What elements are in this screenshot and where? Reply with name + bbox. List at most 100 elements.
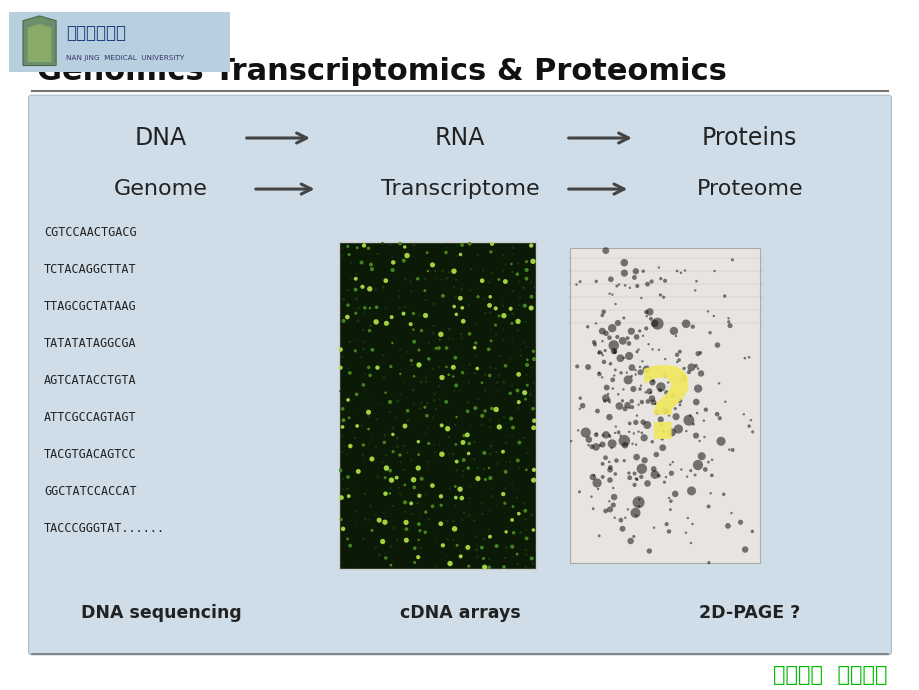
Point: [610, 317, 625, 328]
Point: [399, 250, 414, 261]
Point: [454, 266, 469, 277]
Point: [470, 508, 484, 519]
Point: [441, 436, 456, 447]
Point: [414, 302, 428, 313]
Point: [334, 250, 348, 262]
Point: [407, 543, 422, 554]
Point: [354, 509, 369, 520]
Point: [503, 276, 517, 287]
Point: [518, 533, 533, 544]
Point: [356, 248, 370, 259]
Point: [569, 279, 584, 290]
Point: [397, 506, 412, 517]
Point: [460, 448, 475, 459]
Point: [743, 415, 757, 426]
Point: [629, 331, 643, 342]
Point: [597, 506, 612, 517]
Point: [412, 333, 426, 344]
Point: [478, 344, 493, 355]
Point: [603, 274, 618, 285]
Point: [503, 303, 517, 314]
Point: [624, 402, 639, 413]
Point: [502, 394, 516, 405]
Point: [357, 389, 372, 400]
Text: Proteome: Proteome: [696, 179, 802, 199]
Point: [442, 558, 457, 569]
Point: [526, 346, 540, 357]
Point: [403, 498, 418, 509]
Point: [470, 363, 484, 374]
Point: [378, 312, 392, 323]
Point: [584, 471, 599, 482]
Point: [378, 377, 392, 388]
Point: [419, 259, 434, 270]
Point: [482, 386, 497, 397]
Point: [741, 421, 755, 432]
Point: [495, 489, 510, 500]
Point: [685, 321, 699, 332]
Point: [427, 350, 442, 361]
Point: [354, 498, 369, 509]
Point: [630, 426, 645, 437]
Point: [525, 403, 539, 414]
Point: [385, 429, 400, 440]
Point: [518, 464, 533, 475]
Point: [392, 514, 407, 525]
Point: [467, 243, 482, 254]
Point: [469, 309, 483, 320]
Point: [495, 420, 510, 431]
Point: [371, 378, 386, 389]
Point: [341, 491, 356, 502]
Point: [460, 406, 474, 417]
Point: [439, 352, 454, 363]
Point: [363, 273, 378, 284]
Point: [671, 355, 686, 366]
Point: [335, 523, 350, 534]
Point: [375, 360, 390, 371]
Point: [348, 517, 363, 528]
Point: [425, 259, 439, 270]
Point: [505, 286, 519, 297]
Point: [463, 264, 478, 275]
Point: [452, 484, 467, 495]
Point: [435, 404, 449, 415]
Point: [339, 448, 354, 460]
Point: [376, 350, 391, 361]
Point: [469, 531, 483, 542]
Point: [462, 549, 477, 560]
Point: [356, 431, 370, 442]
Point: [657, 371, 672, 382]
Point: [682, 410, 697, 421]
Point: [476, 363, 491, 374]
Point: [526, 422, 540, 433]
Point: [425, 298, 440, 309]
Point: [391, 542, 406, 553]
Point: [494, 406, 509, 417]
Point: [503, 506, 517, 517]
Text: 2D-PAGE ?: 2D-PAGE ?: [698, 604, 800, 622]
Point: [469, 414, 483, 425]
Point: [391, 482, 406, 493]
Point: [475, 265, 490, 276]
Point: [448, 420, 462, 431]
Point: [439, 413, 454, 424]
Point: [744, 426, 759, 437]
Point: [462, 359, 477, 370]
Point: [607, 370, 621, 381]
Point: [406, 516, 421, 527]
Point: [335, 499, 349, 510]
Point: [689, 408, 704, 419]
Point: [350, 482, 365, 493]
Point: [621, 338, 636, 349]
Point: [474, 411, 489, 422]
Point: [425, 412, 440, 423]
Point: [470, 283, 484, 294]
Point: [518, 342, 533, 353]
Point: [414, 325, 428, 336]
Text: CGTCCAACTGACG: CGTCCAACTGACG: [44, 226, 137, 239]
Point: [475, 458, 490, 469]
Point: [624, 438, 639, 449]
Point: [431, 440, 446, 451]
Point: [504, 467, 518, 478]
Point: [647, 469, 662, 480]
